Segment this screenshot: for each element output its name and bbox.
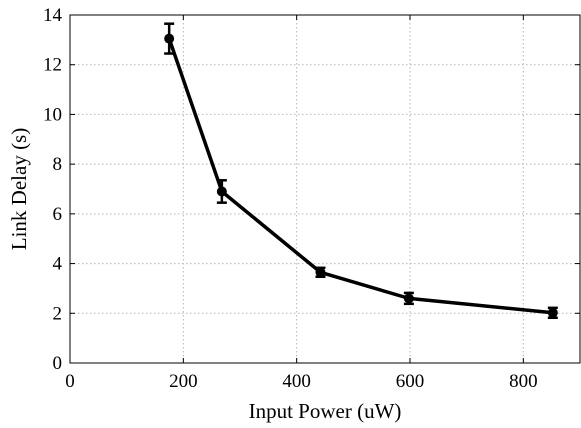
data-point: [403, 293, 414, 304]
y-tick-label: 6: [53, 204, 63, 225]
x-tick-label: 600: [396, 371, 425, 392]
y-tick-label: 12: [43, 55, 62, 76]
plot-area-frame: [69, 14, 581, 364]
data-point: [164, 33, 175, 44]
data-point: [315, 267, 326, 278]
data-series: [164, 22, 558, 320]
grid-lines: [70, 15, 580, 363]
y-tick-label: 2: [53, 303, 63, 324]
y-tick-label: 4: [53, 254, 63, 275]
x-tick-label: 200: [169, 371, 198, 392]
axis-ticks: 0 200 400 600 800 0 2 4 6 8 10 12 14: [43, 5, 580, 392]
y-tick-label: 14: [43, 5, 63, 26]
y-tick-label: 0: [53, 353, 63, 374]
y-tick-label: 10: [43, 104, 62, 125]
plot-area-background: [70, 15, 580, 363]
x-tick-label: 800: [509, 371, 538, 392]
y-tick-label: 8: [53, 154, 63, 175]
data-point: [216, 186, 227, 197]
x-tick-label: 0: [65, 371, 75, 392]
y-axis-label: Link Delay (s): [7, 128, 31, 250]
x-tick-label: 400: [282, 371, 311, 392]
data-point: [547, 307, 558, 318]
x-axis-label: Input Power (uW): [249, 399, 402, 423]
